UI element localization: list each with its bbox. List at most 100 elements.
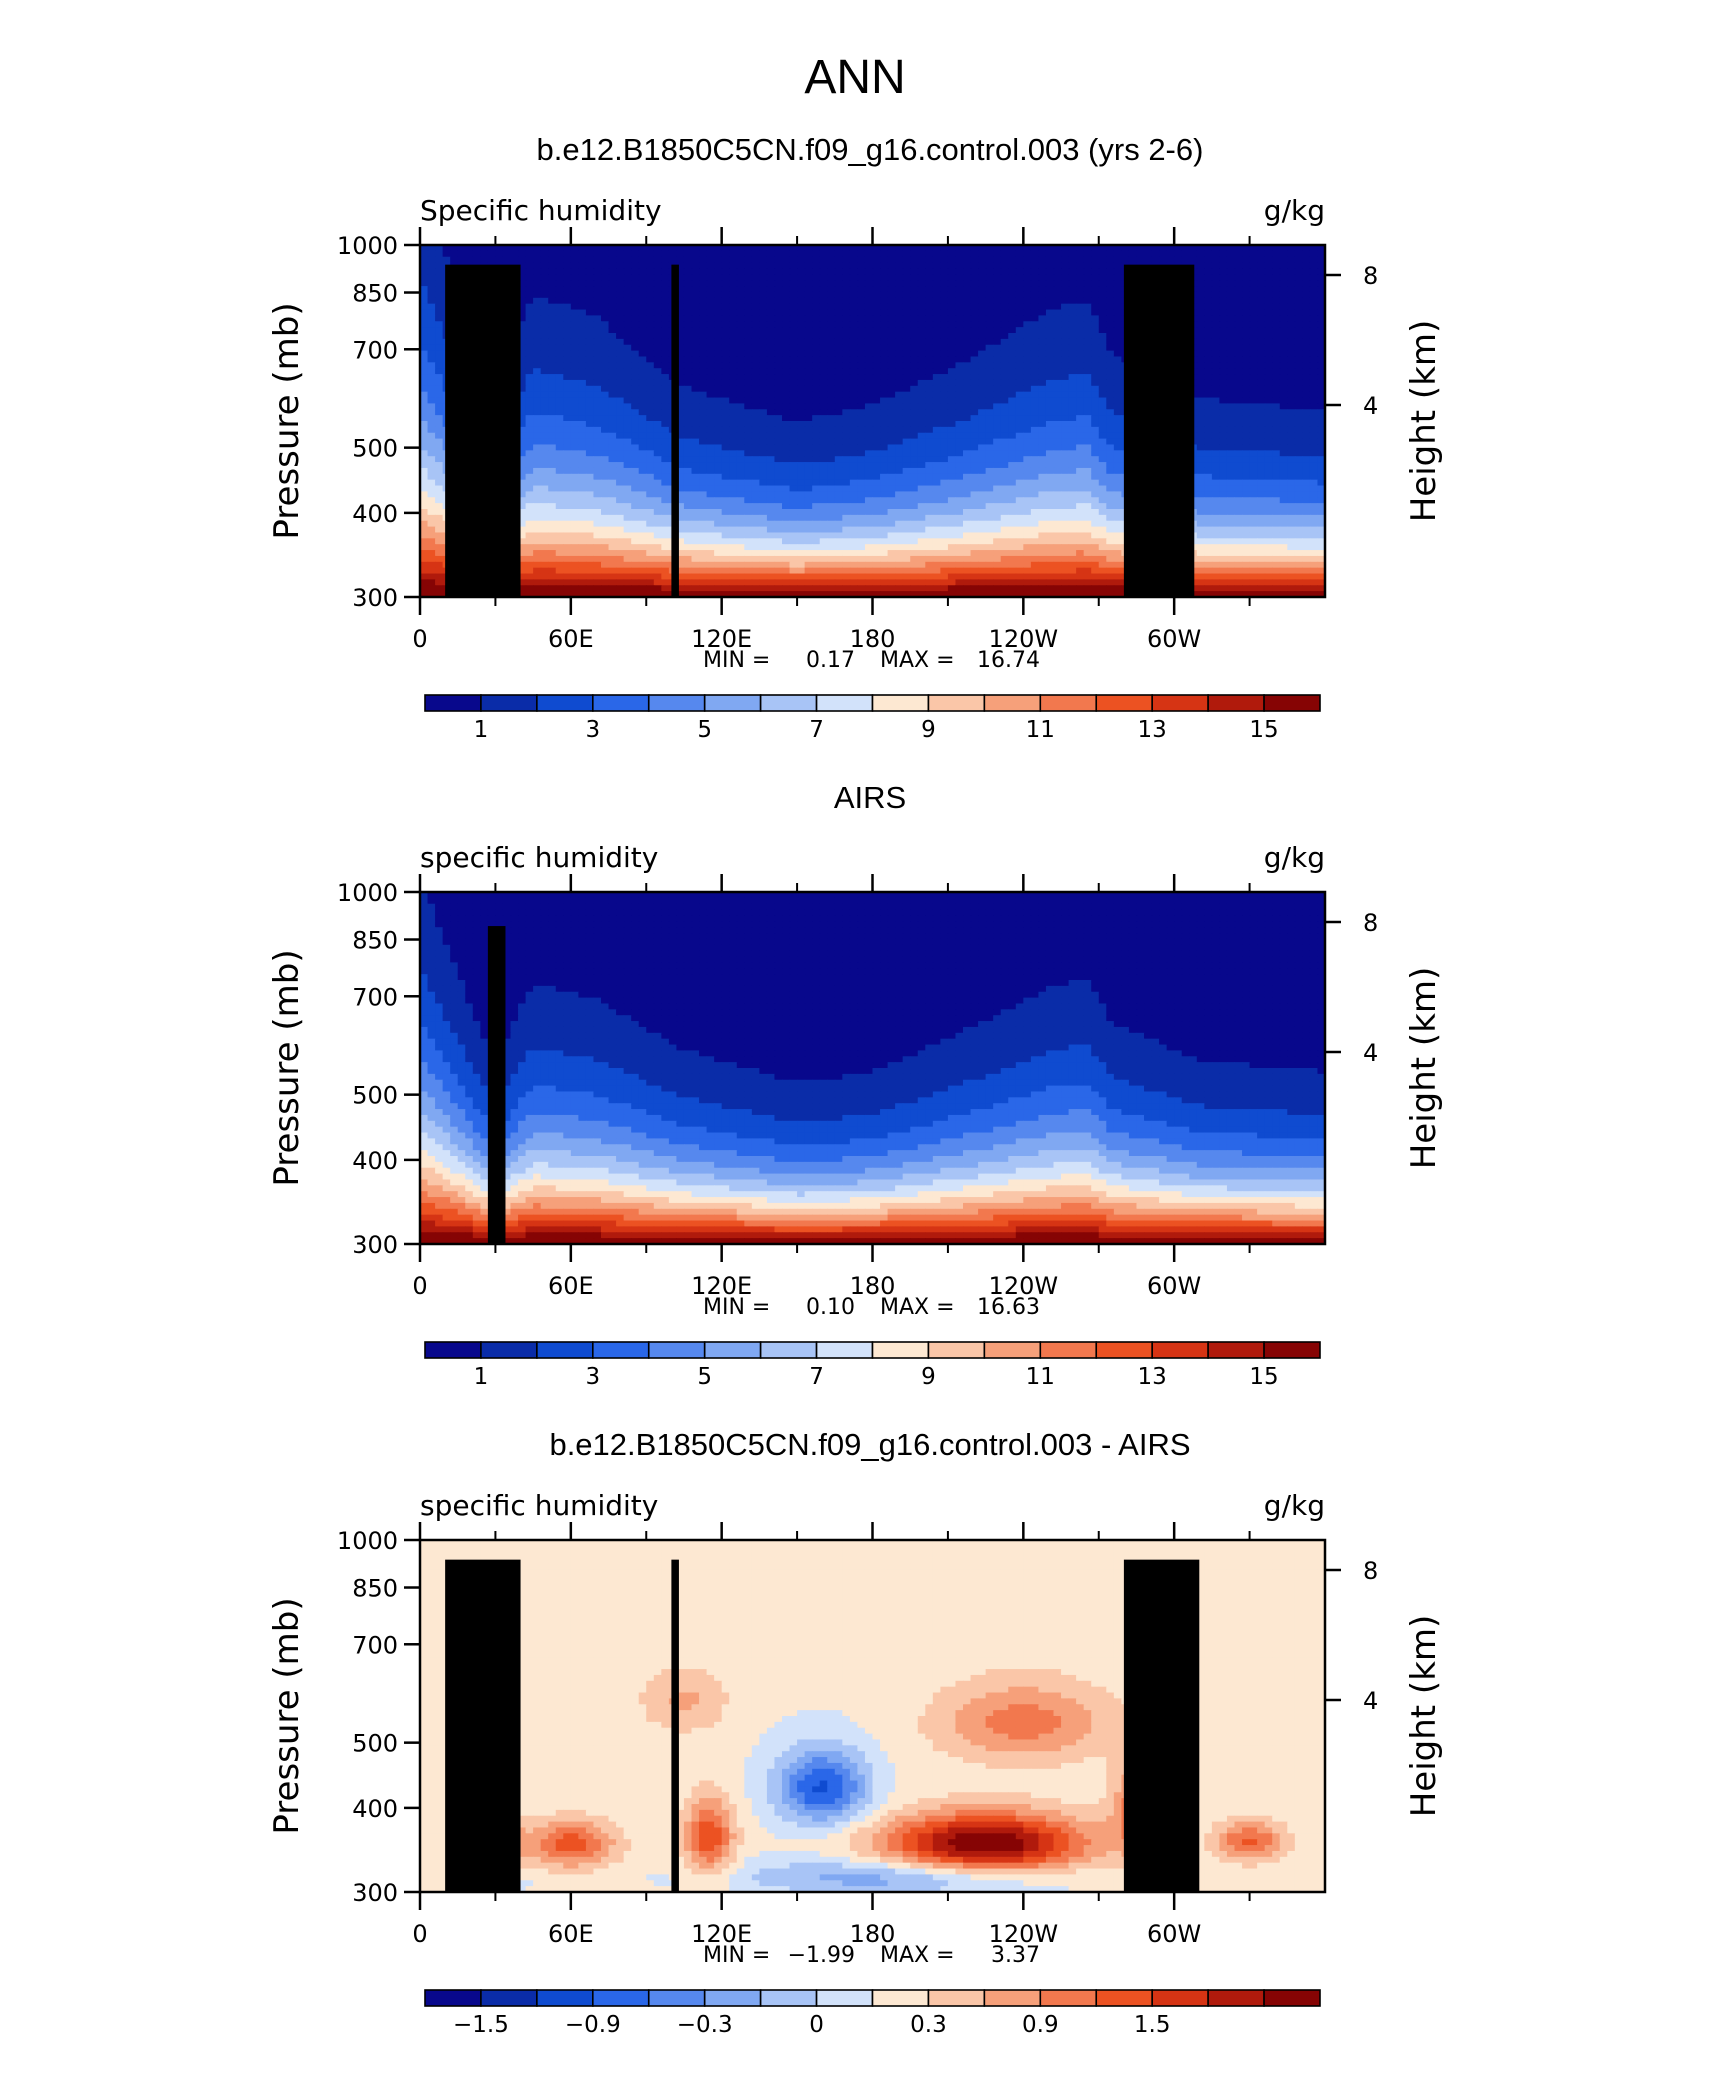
contour-cell xyxy=(540,274,549,281)
contour-cell xyxy=(812,374,821,381)
contour-cell xyxy=(947,291,957,299)
contour-cell xyxy=(699,415,708,422)
contour-cell xyxy=(1083,473,1092,481)
contour-cell xyxy=(706,467,715,475)
contour-cell xyxy=(1287,374,1296,381)
contour-cell xyxy=(714,321,723,328)
contour-cell xyxy=(895,338,904,346)
contour-cell xyxy=(1204,379,1213,387)
contour-cell xyxy=(570,432,579,440)
contour-cell xyxy=(1091,426,1100,434)
contour-cell xyxy=(608,444,617,451)
contour-cell xyxy=(993,315,1002,322)
contour-cell xyxy=(1219,262,1228,270)
contour-cell xyxy=(1106,338,1115,346)
contour-cell xyxy=(1098,327,1107,334)
contour-cell xyxy=(653,438,662,446)
contour-cell xyxy=(789,462,798,469)
contour-cell xyxy=(1249,256,1258,264)
contour-cell xyxy=(691,274,700,281)
contour-cell xyxy=(593,356,602,363)
contour-cell xyxy=(902,250,911,258)
contour-cell xyxy=(895,262,904,270)
contour-cell xyxy=(1083,362,1092,369)
contour-cell xyxy=(1204,415,1213,422)
contour-cell xyxy=(661,385,670,393)
contour-cell xyxy=(1106,268,1115,275)
contour-cell xyxy=(442,250,451,258)
contour-cell xyxy=(880,327,889,334)
contour-cell xyxy=(782,321,791,328)
contour-cell xyxy=(887,426,896,434)
contour-cell xyxy=(1053,350,1062,358)
contour-cell xyxy=(593,432,602,440)
contour-cell xyxy=(1196,379,1205,387)
contour-cell xyxy=(1302,456,1311,463)
contour-cell xyxy=(631,356,640,363)
contour-cell xyxy=(1076,479,1085,487)
contour-cell xyxy=(608,467,617,475)
contour-cell xyxy=(1302,333,1311,340)
contour-cell xyxy=(1264,321,1273,328)
contour-cell xyxy=(932,385,941,393)
contour-cell xyxy=(1234,385,1243,393)
contour-cell xyxy=(880,403,889,410)
contour-cell xyxy=(880,485,889,492)
contour-cell xyxy=(1053,426,1062,434)
contour-cell xyxy=(706,297,715,305)
contour-cell xyxy=(578,362,587,369)
contour-cell xyxy=(1061,297,1070,305)
contour-cell xyxy=(525,280,534,287)
contour-cell xyxy=(736,327,745,334)
contour-cell xyxy=(555,473,564,481)
contour-cell xyxy=(797,379,806,387)
contour-cell xyxy=(585,333,595,340)
contour-cell xyxy=(661,409,670,416)
contour-cell xyxy=(751,245,760,252)
contour-cell xyxy=(518,426,527,434)
contour-cell xyxy=(902,485,911,492)
contour-cell xyxy=(729,286,738,293)
contour-cell xyxy=(1279,262,1288,270)
contour-cell xyxy=(1068,315,1077,322)
contour-cell xyxy=(947,444,957,451)
contour-cell xyxy=(887,368,896,375)
contour-cell xyxy=(789,450,798,457)
contour-cell xyxy=(1272,262,1281,270)
contour-cell xyxy=(1234,333,1243,340)
contour-cell xyxy=(963,274,972,281)
contour-cell xyxy=(646,415,655,422)
contour-cell xyxy=(985,409,994,416)
contour-cell xyxy=(963,250,972,258)
contour-cell xyxy=(1294,415,1303,422)
contour-cell xyxy=(1098,344,1107,352)
contour-cell xyxy=(729,426,738,434)
contour-cell xyxy=(548,421,557,428)
contour-cell xyxy=(563,327,572,334)
contour-cell xyxy=(819,379,828,387)
contour-cell xyxy=(1287,256,1296,264)
contour-cell xyxy=(1061,473,1070,481)
contour-cell xyxy=(601,432,610,440)
contour-cell xyxy=(812,467,821,475)
contour-cell xyxy=(797,403,806,410)
contour-cell xyxy=(420,385,429,393)
contour-cell xyxy=(1211,297,1221,305)
contour-cell xyxy=(1068,421,1077,428)
contour-cell xyxy=(955,297,964,305)
contour-cell xyxy=(797,368,806,375)
contour-cell xyxy=(578,409,587,416)
contour-cell xyxy=(683,286,693,293)
contour-cell xyxy=(714,286,723,293)
contour-cell xyxy=(1294,403,1303,410)
contour-cell xyxy=(570,391,579,399)
contour-cell xyxy=(1166,250,1175,258)
contour-cell xyxy=(1242,327,1251,334)
contour-cell xyxy=(1219,403,1228,410)
contour-cell xyxy=(857,473,866,481)
contour-cell xyxy=(842,421,851,428)
contour-cell xyxy=(1279,338,1288,346)
contour-cell xyxy=(744,403,753,410)
contour-cell xyxy=(1294,245,1303,252)
contour-cell xyxy=(932,356,941,363)
